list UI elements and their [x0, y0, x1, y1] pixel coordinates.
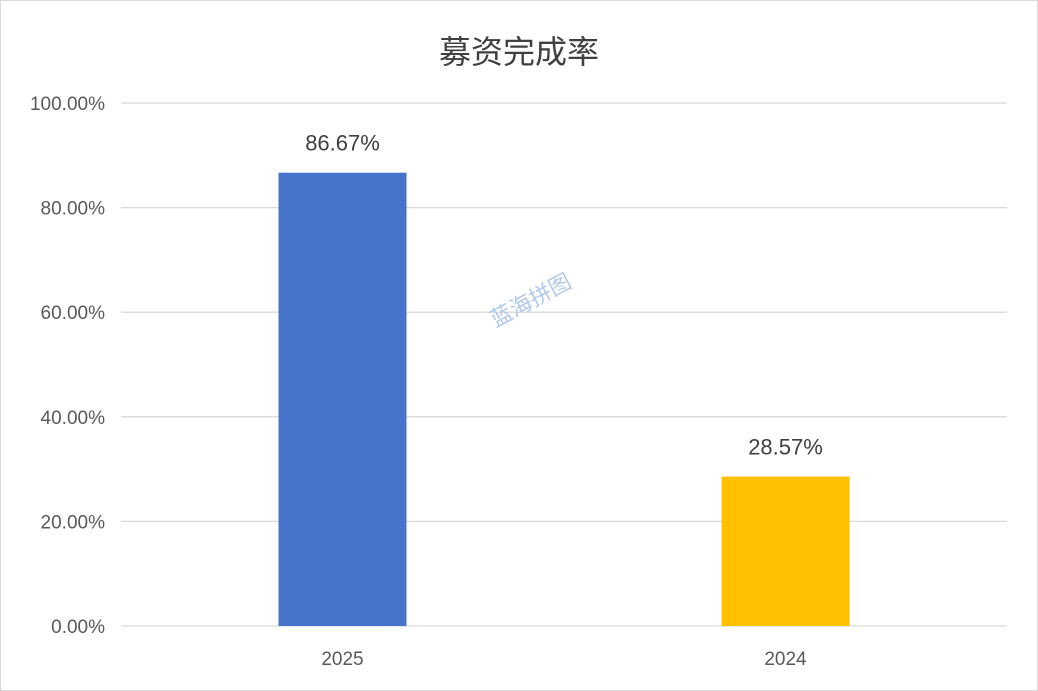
y-axis-ticks: 0.00% 20.00% 40.00% 60.00% 80.00% 100.00%	[30, 94, 105, 638]
data-labels: 86.67% 28.57%	[305, 131, 823, 460]
x-axis-ticks: 2025 2024	[321, 649, 807, 670]
gridlines	[121, 102, 1007, 627]
bar-2024	[721, 476, 850, 626]
y-tick-label: 100.00%	[30, 94, 105, 115]
bars	[278, 172, 850, 627]
y-tick-label: 0.00%	[51, 617, 105, 638]
x-tick-label-2025: 2025	[321, 649, 363, 670]
data-label-2024: 28.57%	[748, 435, 823, 460]
y-tick-label: 60.00%	[41, 303, 106, 324]
chart-title: 募资完成率	[438, 33, 599, 71]
y-tick-label: 80.00%	[41, 199, 106, 220]
y-tick-label: 20.00%	[41, 512, 106, 533]
data-label-2025: 86.67%	[305, 131, 380, 156]
bar-2025	[278, 172, 407, 627]
y-tick-label: 40.00%	[41, 408, 106, 429]
x-tick-label-2024: 2024	[764, 649, 807, 670]
